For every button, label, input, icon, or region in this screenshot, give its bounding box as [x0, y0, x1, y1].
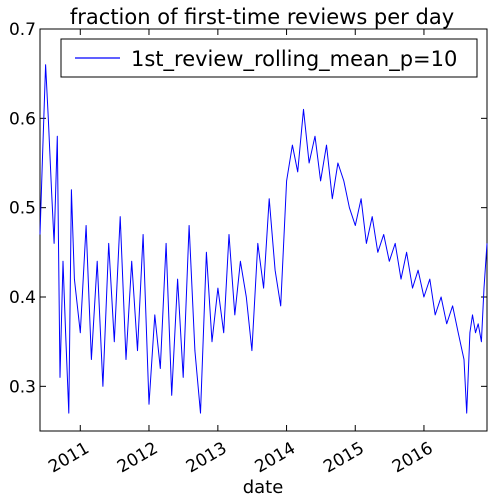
- y-tick-label: 0.4: [9, 288, 36, 308]
- x-axis: 2011 2012 2013 2014 2015 2016: [45, 29, 436, 477]
- x-tick-label: 2012: [114, 438, 161, 477]
- x-tick-label: 2015: [320, 438, 367, 477]
- x-tick-label: 2011: [45, 438, 92, 477]
- y-tick-label: 0.6: [9, 109, 36, 129]
- legend-box: [60, 38, 478, 78]
- legend-label: 1st_review_rolling_mean_p=10: [131, 47, 457, 72]
- x-axis-label: date: [243, 477, 284, 498]
- x-tick-label: 2014: [252, 438, 299, 477]
- y-tick-label: 0.3: [9, 377, 36, 397]
- chart-title: fraction of first-time reviews per day: [70, 5, 454, 29]
- y-tick-label: 0.5: [9, 199, 36, 219]
- y-axis: 0.3 0.4 0.5 0.6 0.7: [9, 20, 487, 397]
- y-tick-label: 0.7: [9, 20, 36, 40]
- series-line: [39, 64, 488, 414]
- x-tick-label: 2016: [389, 438, 436, 477]
- x-tick-label: 2013: [183, 438, 230, 477]
- plot-frame: [39, 28, 488, 432]
- legend: 1st_review_rolling_mean_p=10: [60, 38, 478, 78]
- series-layer: [39, 64, 488, 414]
